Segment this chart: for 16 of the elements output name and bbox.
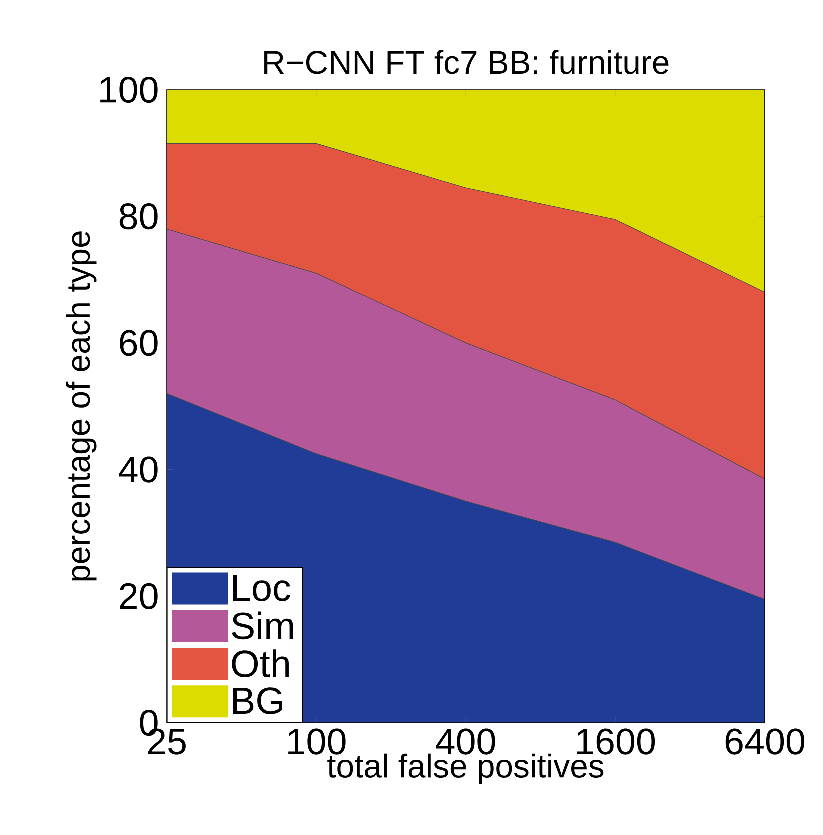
y-tick-label: 40 (119, 456, 158, 483)
legend-label: Sim (232, 612, 294, 640)
y-tick-label: 60 (120, 330, 158, 356)
x-tick-label: 400 (436, 728, 496, 755)
x-tick-label: 100 (288, 728, 346, 755)
legend-label: BG (234, 688, 282, 714)
legend-label: Oth (232, 650, 289, 678)
y-tick-label: 80 (120, 204, 158, 230)
y-tick-label: 100 (100, 76, 158, 104)
y-axis-title: percentage of each type (66, 232, 97, 581)
x-axis-title: total false positives (328, 754, 604, 785)
chart-title: R−CNN FT fc7 BB: furniture (264, 50, 669, 74)
x-tick-label: 6400 (726, 728, 805, 755)
y-tick-label: 20 (120, 583, 158, 610)
legend-label: Loc (234, 575, 290, 602)
x-tick-label: 1600 (577, 728, 656, 755)
